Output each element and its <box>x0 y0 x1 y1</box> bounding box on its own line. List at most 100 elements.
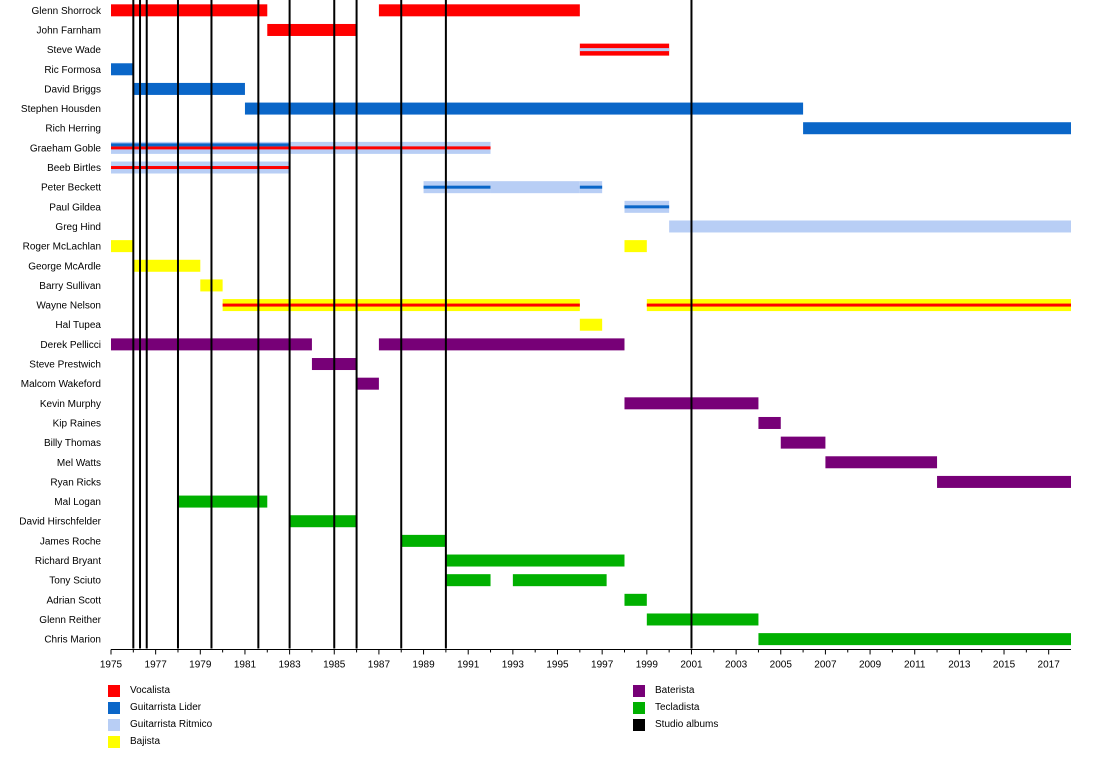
timeline-chart: Glenn Shorrock John Farnham Steve Wade Ric … <box>19 0 1071 670</box>
x-tick-label: 1997 <box>591 659 614 670</box>
member-name-label: Rich Herring <box>45 124 101 135</box>
member-bar <box>803 122 1071 135</box>
x-tick-label: 2003 <box>725 659 748 670</box>
x-tick-label: 1981 <box>234 659 257 670</box>
member-row: Glenn Shorrock <box>32 4 580 17</box>
member-row: Paul Gildea <box>49 200 670 213</box>
member-row: Kip Raines <box>53 416 781 429</box>
member-bar-secondary-role <box>579 185 603 189</box>
member-bar <box>177 495 268 508</box>
x-axis: 1975 1977 1979 1981 1983 1985 1987 1989 1991 1993… <box>100 648 1071 670</box>
legend-item-drums: Baterista <box>633 682 718 699</box>
member-name-label: Graeham Goble <box>30 143 102 154</box>
member-name-label: Wayne Nelson <box>36 301 101 312</box>
member-name-label: John Farnham <box>37 25 101 36</box>
member-row: Barry Sullivan <box>39 279 223 292</box>
x-tick-label: 2013 <box>948 659 971 670</box>
member-bar-secondary-role <box>111 143 290 147</box>
member-bar <box>624 240 647 253</box>
member-row: Chris Marion <box>44 633 1071 646</box>
x-tick-label: 1999 <box>636 659 659 670</box>
legend-item-bass: Bajista <box>108 733 212 750</box>
member-row: Ryan Ricks <box>50 475 1071 488</box>
member-name-label: Adrian Scott <box>47 595 102 606</box>
x-tick-label: 1993 <box>502 659 525 670</box>
member-name-label: Chris Marion <box>44 635 101 646</box>
member-name-label: Billy Thomas <box>44 438 101 449</box>
legend-label: Baterista <box>655 685 695 696</box>
member-row: Greg Hind <box>55 220 1071 233</box>
legend-label: Guitarrista Lider <box>130 702 202 713</box>
legend-swatch-albums <box>633 718 645 731</box>
member-name-label: Steve Wade <box>47 45 102 56</box>
member-row: John Farnham <box>37 23 357 36</box>
member-name-label: Kevin Murphy <box>40 399 101 410</box>
member-row: Malcom Wakeford <box>21 377 379 390</box>
member-bar <box>825 456 938 469</box>
member-name-label: David Briggs <box>44 84 101 95</box>
member-row: Steve Wade <box>47 43 670 56</box>
legend-item-lead: Guitarrista Lider <box>108 699 212 716</box>
member-row: Richard Bryant <box>35 554 625 567</box>
member-row: Adrian Scott <box>47 593 647 606</box>
member-name-label: Tony Sciuto <box>49 576 101 587</box>
x-tick-label: 1989 <box>412 659 435 670</box>
member-name-label: Glenn Shorrock <box>32 6 102 17</box>
legend-label: Studio albums <box>655 719 719 730</box>
legend-swatch-lead <box>108 701 120 714</box>
member-name-label: Ryan Ricks <box>50 477 101 488</box>
member-row: Billy Thomas <box>44 436 826 449</box>
member-bar-secondary-role <box>111 166 290 170</box>
member-bar <box>267 23 357 36</box>
legend-label: Tecladista <box>655 702 700 713</box>
member-bar <box>646 613 759 626</box>
member-name-label: Greg Hind <box>55 222 101 233</box>
member-row: Graeham Goble <box>30 141 491 154</box>
member-name-label: Paul Gildea <box>49 202 101 213</box>
member-bar <box>111 4 268 17</box>
x-tick-label: 1985 <box>323 659 346 670</box>
member-name-label: Beeb Birtles <box>47 163 101 174</box>
member-row: Mal Logan <box>54 495 268 508</box>
legend-label: Guitarrista Ritmico <box>130 719 213 730</box>
member-name-label: Kip Raines <box>53 418 101 429</box>
member-name-label: Derek Pellicci <box>40 340 101 351</box>
x-tick-label: 2011 <box>904 659 926 670</box>
member-name-label: Roger McLachlan <box>23 242 101 253</box>
member-bar <box>758 633 1071 646</box>
member-bar <box>111 240 134 253</box>
member-bar <box>133 82 245 95</box>
member-bar <box>244 102 804 115</box>
member-row: James Roche <box>40 534 446 547</box>
member-row: George McArdle <box>28 259 201 272</box>
member-row: Glenn Reither <box>39 613 759 626</box>
member-bar-secondary-role <box>646 303 1071 307</box>
member-name-label: Mel Watts <box>57 458 101 469</box>
member-bar <box>133 259 201 272</box>
member-bar <box>490 181 580 194</box>
legend-right: Baterista Tecladista Studio albums <box>633 682 718 733</box>
member-name-label: Glenn Reither <box>39 615 101 626</box>
member-row: Wayne Nelson <box>36 299 1071 312</box>
member-bar <box>356 377 379 390</box>
member-name-label: Hal Tupea <box>55 320 101 331</box>
member-row: Roger McLachlan <box>23 240 647 253</box>
member-row: Stephen Housden <box>21 102 804 115</box>
x-tick-label: 1979 <box>189 659 212 670</box>
x-tick-label: 2005 <box>770 659 793 670</box>
member-bar <box>512 574 607 587</box>
member-row: Derek Pellicci <box>40 338 625 351</box>
member-name-label: James Roche <box>40 536 102 547</box>
member-row: Ric Formosa <box>44 63 134 76</box>
member-bar-secondary-role <box>423 185 491 189</box>
member-name-label: Stephen Housden <box>21 104 101 115</box>
member-row: Hal Tupea <box>55 318 603 331</box>
studio-album-lines <box>132 0 693 649</box>
x-tick-label: 1995 <box>546 659 569 670</box>
member-name-label: Ric Formosa <box>44 65 101 76</box>
legend-swatch-keys <box>633 701 645 714</box>
member-bar-secondary-role <box>624 205 670 209</box>
member-name-label: Richard Bryant <box>35 556 101 567</box>
member-row: Tony Sciuto <box>49 574 607 587</box>
x-tick-label: 1987 <box>368 659 391 670</box>
